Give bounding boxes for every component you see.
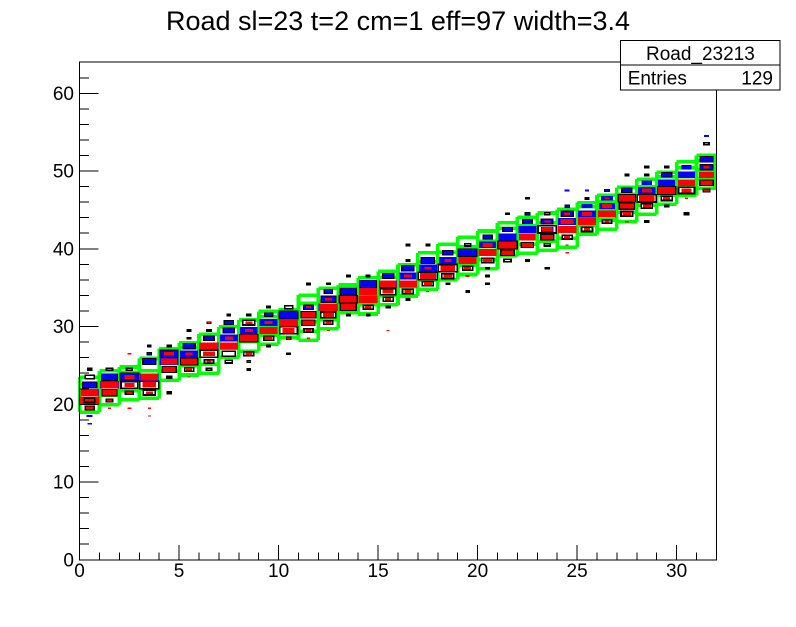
svg-text:20: 20 (53, 395, 74, 416)
svg-text:60: 60 (53, 84, 74, 105)
svg-text:40: 40 (53, 239, 74, 260)
svg-text:Road sl=23 t=2 cm=1 eff=97 wid: Road sl=23 t=2 cm=1 eff=97 width=3.4 (166, 6, 630, 36)
svg-text:30: 30 (666, 561, 687, 582)
svg-text:30: 30 (53, 317, 74, 338)
svg-text:129: 129 (741, 69, 773, 90)
svg-text:50: 50 (53, 162, 74, 183)
svg-text:10: 10 (268, 561, 289, 582)
svg-text:15: 15 (368, 561, 389, 582)
svg-text:0: 0 (74, 561, 85, 582)
svg-text:10: 10 (53, 473, 74, 494)
svg-text:Road_23213: Road_23213 (646, 44, 755, 65)
svg-text:25: 25 (567, 561, 588, 582)
svg-text:0: 0 (63, 550, 74, 571)
svg-text:5: 5 (174, 561, 185, 582)
svg-text:20: 20 (467, 561, 488, 582)
svg-text:Entries: Entries (628, 69, 687, 90)
